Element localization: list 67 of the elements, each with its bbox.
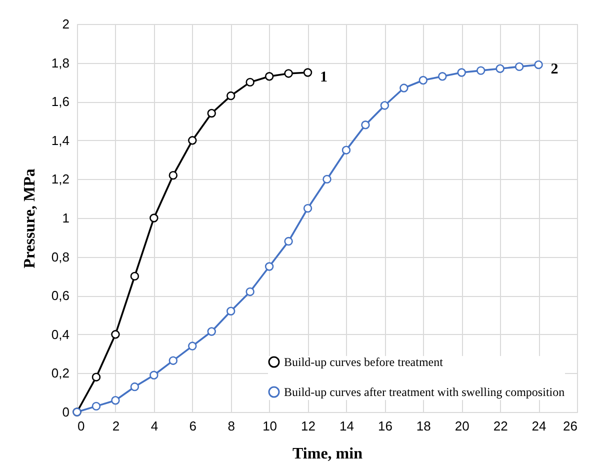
point	[534, 60, 543, 70]
point	[226, 306, 236, 316]
y-tick-label: 1,4	[51, 132, 70, 148]
point	[150, 214, 158, 222]
point	[168, 170, 178, 180]
point	[400, 84, 408, 92]
y-tick-label: 0	[62, 404, 70, 420]
x-tick-label: 24	[532, 418, 546, 434]
point	[418, 76, 428, 85]
point	[150, 370, 158, 380]
point	[514, 62, 524, 72]
x-tick-label: 14	[339, 418, 354, 434]
y-tick-label: 0,8	[51, 249, 70, 264]
y-tick-label: 0,6	[51, 288, 70, 304]
x-tick-label: 0	[78, 418, 85, 434]
point	[264, 262, 274, 271]
x-tick-label: 10	[262, 418, 278, 434]
point	[130, 382, 140, 392]
legend-label: Build-up curves after treatment with swelling composition	[284, 385, 565, 399]
y-tick-label: 1,6	[51, 94, 70, 110]
annotation: 2	[550, 62, 558, 78]
x-tick-label: 16	[378, 418, 392, 434]
point	[207, 327, 216, 336]
point	[188, 136, 197, 145]
point	[496, 64, 504, 73]
legend-label: Build-up curves before treatment	[284, 355, 444, 369]
point	[246, 287, 254, 296]
x-tick-label: 22	[493, 418, 508, 434]
x-tick-label: 26	[563, 418, 578, 434]
x-tick-label: 18	[416, 418, 431, 434]
point	[303, 204, 312, 213]
point	[226, 91, 236, 100]
point	[457, 68, 466, 77]
x-tick-label: 12	[301, 418, 316, 434]
annotation: 1	[320, 70, 328, 86]
x-tick-label: 2	[112, 418, 120, 434]
point	[92, 372, 101, 382]
point	[342, 146, 351, 154]
point	[361, 120, 370, 130]
y-tick-label: 0,2	[51, 366, 70, 381]
y-tick-label: 2	[62, 16, 70, 32]
x-axis-title: Time, min	[292, 446, 363, 462]
point	[322, 174, 332, 184]
y-tick-label: 0,4	[51, 326, 70, 342]
point	[188, 342, 197, 350]
point	[92, 402, 101, 411]
y-axis-title: Pressure, MPa	[21, 168, 38, 268]
point	[438, 72, 447, 81]
point	[380, 101, 390, 110]
point	[207, 108, 216, 118]
point	[476, 66, 486, 75]
x-tick-label: 6	[189, 418, 196, 434]
y-tick-label: 1	[62, 210, 70, 226]
point	[303, 68, 312, 77]
x-tick-label: 8	[228, 418, 235, 434]
point	[130, 272, 140, 281]
point	[111, 330, 120, 339]
x-tick-label: 20	[454, 418, 470, 434]
x-tick-label: 4	[150, 418, 158, 434]
point	[111, 396, 120, 405]
y-tick-label: 1,2	[51, 172, 70, 187]
point	[284, 236, 293, 246]
point	[246, 78, 254, 87]
point	[264, 72, 274, 81]
y-tick-label: 1,8	[51, 55, 70, 70]
point	[284, 69, 293, 78]
point	[168, 356, 178, 365]
